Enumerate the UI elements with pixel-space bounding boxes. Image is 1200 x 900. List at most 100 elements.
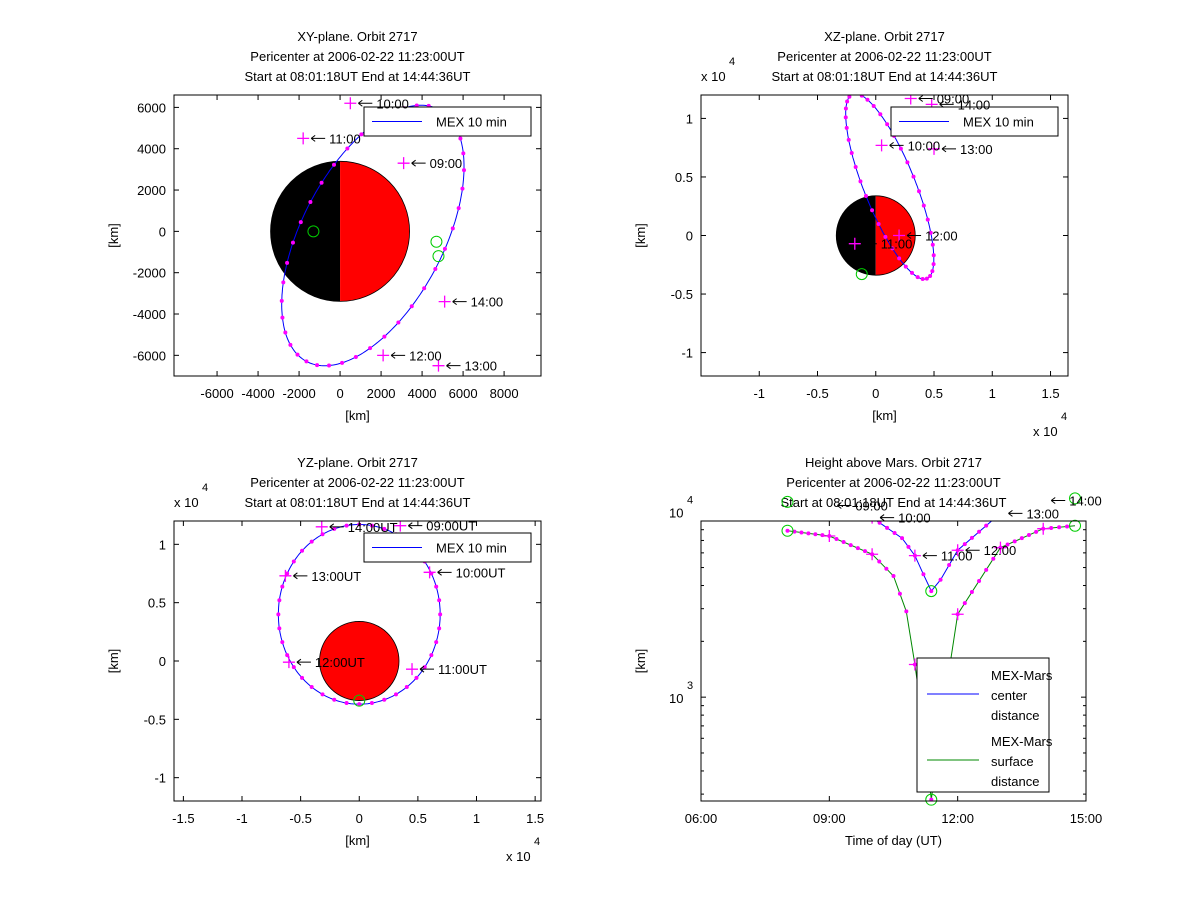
ten-minute-marker bbox=[877, 559, 882, 564]
hour-label: 13:00 bbox=[464, 359, 497, 374]
ten-minute-marker bbox=[369, 523, 374, 528]
hour-marker bbox=[406, 663, 419, 676]
ten-minute-marker bbox=[917, 189, 922, 194]
hour-marker bbox=[875, 139, 888, 152]
y-tick-label: 0.5 bbox=[675, 170, 693, 185]
ten-minute-marker bbox=[843, 106, 848, 111]
chart-title-line: XY-plane. Orbit 2717 bbox=[297, 29, 417, 44]
legend-label: distance bbox=[991, 774, 1039, 789]
hour-arrow bbox=[941, 145, 957, 153]
legend-label: MEX-Mars bbox=[991, 734, 1053, 749]
x-axis-label: [km] bbox=[345, 833, 370, 848]
ten-minute-marker bbox=[905, 160, 910, 165]
chart-title-line: YZ-plane. Orbit 2717 bbox=[297, 455, 418, 470]
hour-label: 10:00 bbox=[908, 138, 941, 153]
legend-label: MEX-Mars bbox=[991, 668, 1053, 683]
ten-minute-marker bbox=[353, 355, 358, 360]
ten-minute-marker bbox=[898, 146, 903, 151]
ten-minute-marker bbox=[393, 692, 398, 697]
hour-marker bbox=[377, 349, 390, 362]
ten-minute-marker bbox=[969, 590, 974, 595]
hour-label: 14:00UT bbox=[348, 520, 398, 535]
hour-marker bbox=[866, 548, 879, 561]
y-axis-label: [km] bbox=[106, 223, 121, 248]
hour-marker bbox=[908, 549, 921, 562]
hour-label: 12:00 bbox=[925, 229, 958, 244]
ten-minute-marker bbox=[846, 137, 851, 142]
y-tick-label: -0.5 bbox=[144, 712, 166, 727]
hour-marker bbox=[1037, 494, 1049, 506]
ten-minute-marker bbox=[300, 548, 305, 553]
ten-minute-marker bbox=[1019, 536, 1024, 541]
ten-minute-marker bbox=[841, 540, 846, 545]
hour-arrow bbox=[437, 568, 452, 576]
hour-label: 11:00 bbox=[329, 131, 361, 146]
y-tick-label: 6000 bbox=[137, 100, 166, 115]
ten-minute-marker bbox=[327, 363, 332, 368]
ten-minute-marker bbox=[280, 315, 285, 320]
ten-minute-marker bbox=[870, 516, 874, 520]
x-tick-label: 1 bbox=[989, 386, 996, 401]
ten-minute-marker bbox=[290, 240, 295, 245]
ten-minute-marker bbox=[862, 549, 867, 554]
ten-minute-marker bbox=[461, 151, 466, 156]
x-tick-label: 09:00 bbox=[813, 811, 846, 826]
hour-marker bbox=[928, 142, 941, 155]
hour-marker bbox=[893, 229, 906, 242]
ten-minute-marker bbox=[291, 665, 296, 670]
ten-minute-marker bbox=[1020, 505, 1024, 509]
hour-arrow bbox=[965, 546, 980, 554]
event-circle bbox=[781, 524, 794, 537]
mars-day-side bbox=[340, 161, 410, 302]
y-tick-label: -6000 bbox=[133, 348, 166, 363]
ten-minute-marker bbox=[298, 220, 303, 225]
hour-arrow bbox=[862, 240, 877, 248]
ten-minute-marker bbox=[285, 260, 290, 265]
x-tick-label: 0.5 bbox=[409, 811, 427, 826]
hour-marker bbox=[438, 295, 451, 308]
ten-minute-marker bbox=[847, 95, 852, 99]
y-axis-label: [km] bbox=[633, 223, 648, 248]
ten-minute-marker bbox=[1065, 524, 1070, 529]
hour-marker bbox=[344, 97, 357, 110]
ten-minute-marker bbox=[931, 262, 936, 267]
ten-minute-marker bbox=[938, 577, 943, 582]
plot-area bbox=[270, 97, 467, 372]
hour-arrow bbox=[879, 514, 895, 521]
ten-minute-marker bbox=[382, 526, 387, 531]
hour-marker bbox=[871, 521, 873, 524]
ten-minute-marker bbox=[947, 562, 952, 567]
ten-minute-marker bbox=[1013, 507, 1017, 511]
hour-marker bbox=[279, 569, 292, 582]
ten-minute-marker bbox=[434, 584, 439, 589]
y-tick-label: 1 bbox=[686, 111, 693, 126]
ten-minute-marker bbox=[834, 537, 839, 542]
ten-minute-marker bbox=[858, 179, 863, 184]
ten-minute-marker bbox=[304, 359, 309, 364]
event-circle bbox=[855, 268, 868, 281]
ten-minute-marker bbox=[456, 206, 461, 211]
ten-minute-marker bbox=[844, 125, 849, 130]
ten-minute-marker bbox=[368, 346, 373, 351]
axis-multiplier-exponent: 4 bbox=[534, 836, 540, 848]
ten-minute-marker bbox=[285, 653, 290, 658]
hour-marker bbox=[282, 656, 295, 669]
ten-minute-marker bbox=[911, 174, 916, 179]
hour-label: 13:00 bbox=[960, 142, 993, 157]
ten-minute-marker bbox=[450, 226, 455, 231]
hour-arrow bbox=[837, 502, 852, 509]
axis-multiplier: x 10 bbox=[1033, 424, 1058, 439]
chart-title-line: Height above Mars. Orbit 2717 bbox=[805, 455, 982, 470]
panel-yz: YZ-plane. Orbit 2717 Pericenter at 2006-0… bbox=[106, 455, 544, 864]
ten-minute-marker bbox=[920, 276, 925, 281]
ten-minute-marker bbox=[930, 269, 935, 274]
ten-minute-marker bbox=[319, 180, 324, 185]
x-tick-label: 1.5 bbox=[526, 811, 544, 826]
ten-minute-marker bbox=[1026, 533, 1031, 538]
ten-minute-marker bbox=[863, 514, 867, 518]
chart-title-line: XZ-plane. Orbit 2717 bbox=[824, 29, 945, 44]
chart-title-line: Pericenter at 2006-02-22 11:23:00UT bbox=[250, 475, 464, 490]
ten-minute-marker bbox=[785, 528, 790, 533]
axis-multiplier: x 10 bbox=[506, 849, 531, 864]
x-tick-label: 0 bbox=[356, 811, 363, 826]
